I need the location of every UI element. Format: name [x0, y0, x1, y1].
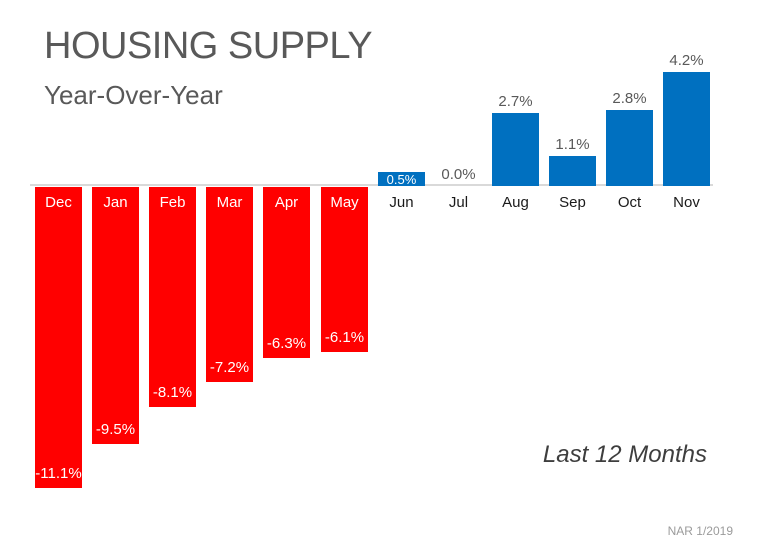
bar-jan [92, 187, 139, 444]
month-label-feb: Feb [159, 194, 186, 211]
value-label-oct: 2.8% [612, 90, 647, 107]
x-axis-line [30, 184, 713, 186]
bar-sep [549, 156, 596, 186]
bar-may [321, 187, 368, 352]
month-label-jun: Jun [389, 194, 414, 211]
month-label-jan: Jan [103, 194, 128, 211]
annotation-last-12-months: Last 12 Months [542, 441, 707, 468]
value-label-apr: -6.3% [266, 335, 307, 352]
bar-dec [35, 187, 82, 488]
value-label-nov: 4.2% [669, 52, 704, 69]
bar-mar [206, 187, 253, 382]
month-label-mar: Mar [216, 194, 243, 211]
bar-feb [149, 187, 196, 407]
value-label-dec: -11.1% [35, 465, 82, 482]
value-label-jan: -9.5% [95, 421, 136, 438]
value-label-jun: 0.5% [386, 172, 417, 187]
bar-aug [492, 113, 539, 186]
value-label-may: -6.1% [324, 329, 365, 346]
month-label-aug: Aug [502, 194, 529, 211]
source-credit: NAR 1/2019 [667, 524, 733, 538]
month-label-nov: Nov [673, 194, 700, 211]
month-label-may: May [330, 194, 359, 211]
bar-jun [378, 172, 425, 186]
bar-oct [606, 110, 653, 186]
month-label-jul: Jul [448, 194, 469, 211]
bar-nov [663, 72, 710, 186]
bar-apr [263, 187, 310, 358]
month-label-oct: Oct [617, 194, 642, 211]
chart-area: Dec -11.1% Jan -9.5% Feb -8.1% Mar -7.2% Apr -6.3… [30, 0, 720, 555]
month-label-dec: Dec [45, 194, 72, 211]
value-label-jul: 0.0% [441, 166, 476, 183]
month-label-apr: Apr [274, 194, 299, 211]
value-label-mar: -7.2% [209, 359, 250, 376]
value-label-aug: 2.7% [498, 93, 533, 110]
month-label-sep: Sep [559, 194, 586, 211]
page-title: HOUSING SUPPLY [44, 25, 373, 67]
value-label-sep: 1.1% [555, 136, 590, 153]
value-label-feb: -8.1% [152, 384, 193, 401]
page-subtitle: Year-Over-Year [44, 80, 223, 110]
